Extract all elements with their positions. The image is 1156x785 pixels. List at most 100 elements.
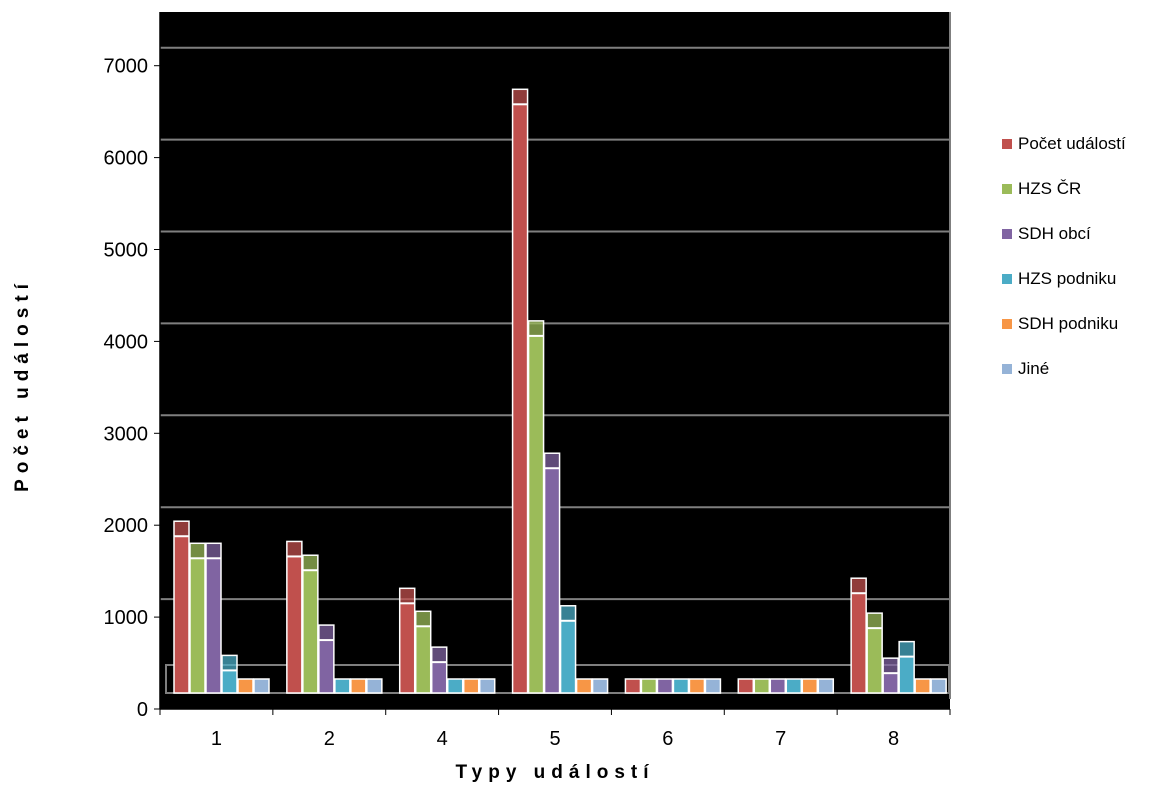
bar [286,556,302,693]
bar-outline [930,678,947,694]
bar-outline [559,605,577,694]
bar [479,679,495,693]
bar [625,679,641,693]
bar-outline [511,88,529,694]
bar-outline [882,657,899,694]
y-tick-label: 0 [137,699,148,721]
bar [738,679,754,693]
bar [705,679,721,693]
legend: Počet událostí HZS ČR SDH obcí HZS podniku S… [1002,134,1126,378]
bar-top [528,320,544,336]
y-tick-label: 4000 [104,331,149,353]
x-tick-label: 7 [775,728,786,750]
bar [399,603,415,693]
bar-outline [640,678,658,694]
bar [883,673,899,693]
legend-swatch [1002,364,1012,374]
bar-top [431,647,447,663]
bar [302,570,318,693]
y-tick-label: 1000 [104,607,149,629]
bar-outline [656,678,674,694]
bar-outline [462,678,480,694]
bar-top [867,613,883,629]
bar [463,679,479,693]
bar-outline [173,520,190,694]
bar [576,679,592,693]
legend-swatch [1002,319,1012,329]
bar-top [415,611,431,627]
x-tick-label: 1 [211,728,222,750]
legend-swatch [1002,274,1012,284]
bar [851,593,867,693]
bar [318,640,334,693]
x-tick-labels: 1 2 4 5 6 7 8 [211,728,899,750]
bar-outline [350,678,367,694]
y-axis-title: Počet událostí [12,278,33,492]
bar [867,628,883,693]
bar [447,679,463,693]
bar [689,679,705,693]
bar-top [174,521,189,537]
bar [754,679,770,693]
bar [431,662,447,693]
bar-outline [914,678,931,694]
x-tick-label: 4 [437,728,448,750]
legend-label: Jiné [1018,359,1049,378]
bar-top [560,605,576,621]
bar [174,536,189,693]
bar [899,656,915,693]
bar-outline [624,678,642,694]
bar [673,679,689,693]
bar-top [206,543,221,559]
y-tick-labels: 0 1000 2000 3000 4000 5000 6000 7000 [104,56,149,721]
bar-outline [446,678,464,694]
y-tick-label: 6000 [104,148,149,170]
bar-outline [850,577,867,694]
bar [786,679,802,693]
x-tick-label: 2 [324,728,335,750]
bar [802,679,818,693]
bar-outline [591,678,609,694]
x-tick-label: 6 [662,728,673,750]
bar [544,468,560,693]
y-tick-label: 5000 [104,240,149,262]
y-tick-label: 7000 [104,56,149,78]
bar [528,335,544,693]
bar-top [302,555,318,571]
bar [592,679,608,693]
bar [366,679,382,693]
bar-outline [366,678,383,694]
bar [512,104,528,694]
bar [657,679,673,693]
bar-top [512,89,528,105]
bar-top [222,655,237,671]
bar-outline [817,678,835,694]
bar [770,679,786,693]
bar-outline [398,587,416,694]
bar-outline [286,540,303,694]
bar [915,679,931,693]
bar-outline [527,320,545,694]
legend-swatch [1002,184,1012,194]
bar-outline [688,678,706,694]
bar [334,679,350,693]
legend-label: SDH podniku [1018,314,1118,333]
bar-top [190,543,205,559]
bar [415,626,431,693]
bar [254,679,269,693]
x-tick-label: 5 [549,728,560,750]
bar-outline [866,612,883,694]
bar [641,679,657,693]
bar-outline [221,654,238,694]
bar-outline [189,542,206,694]
y-tick-label: 2000 [104,515,149,537]
bar-top [286,541,302,557]
legend-label: HZS podniku [1018,269,1116,288]
bar-outline [318,624,335,694]
bar-outline [253,678,270,694]
bar-outline [430,646,448,694]
legend-swatch [1002,139,1012,149]
axes [154,12,951,715]
bar-top [851,578,867,594]
